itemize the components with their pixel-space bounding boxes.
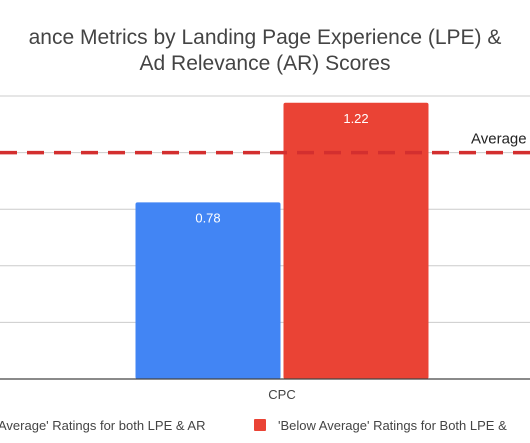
legend: Average' Ratings for both LPE & AR 'Belo… [0,418,507,433]
bar-below-average-cpc [283,102,429,380]
legend-label-below-average: 'Below Average' Ratings for Both LPE & [278,418,507,433]
reference-line-label: Average [471,131,527,148]
bars-layer: 0.78 1.22 [135,102,429,380]
reference-line-layer: Average [0,131,530,155]
legend-swatch-below-average [254,419,266,431]
chart-title-line-1: ance Metrics by Landing Page Experience … [29,26,502,49]
bar-average-cpc [135,202,281,379]
chart-title-line-2: Ad Relevance (AR) Scores [140,52,391,75]
legend-label-average: Average' Ratings for both LPE & AR [0,418,205,433]
bar-value-label: 0.78 [195,210,220,225]
x-tick-label: CPC [268,387,295,402]
bar-value-label: 1.22 [343,111,368,126]
